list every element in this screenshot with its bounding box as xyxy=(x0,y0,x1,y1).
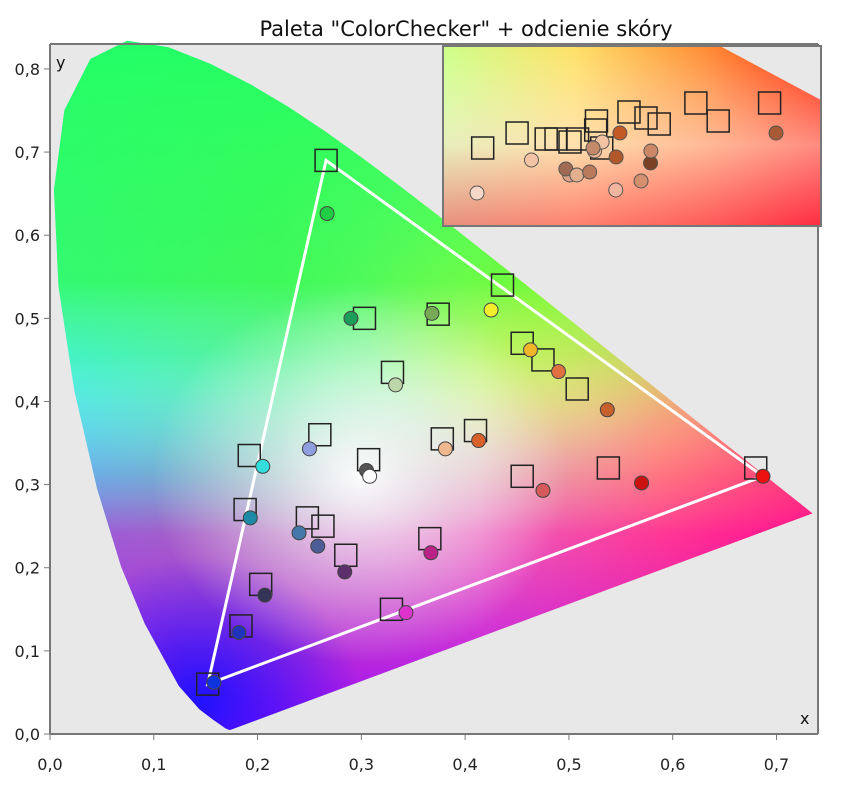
target-square xyxy=(510,464,534,489)
measured-point xyxy=(242,510,258,526)
measured-point xyxy=(343,310,359,326)
y-tick-label: 0,2 xyxy=(15,559,40,578)
measured-point xyxy=(301,441,317,457)
measured-point xyxy=(523,342,539,358)
measured-point xyxy=(362,468,378,484)
inset-target-square xyxy=(647,112,671,136)
measured-circles xyxy=(206,206,771,690)
y-tick-label: 0,8 xyxy=(15,60,40,79)
y-tick-label: 0,3 xyxy=(15,476,40,495)
inset-measured-circles xyxy=(469,125,784,201)
y-tick-label: 0,0 xyxy=(15,725,40,744)
inset-target-square xyxy=(584,109,609,133)
measured-point xyxy=(437,441,453,457)
x-tick-label: 0,4 xyxy=(452,755,477,774)
y-tick-label: 0,6 xyxy=(15,226,40,245)
y-tick-labels: 0,0 0,1 0,2 0,3 0,4 0,5 0,6 0,7 0,8 xyxy=(15,60,50,744)
measured-point xyxy=(255,458,271,474)
target-square xyxy=(490,273,515,297)
inset-measured-point xyxy=(643,143,659,159)
inset-target-square xyxy=(565,127,590,151)
inset-measured-point xyxy=(569,167,585,183)
measured-point xyxy=(551,364,567,380)
measured-point xyxy=(310,538,326,554)
x-tick-label: 0,3 xyxy=(349,755,374,774)
inset-measured-point xyxy=(608,149,624,165)
measured-point xyxy=(424,305,440,321)
measured-point xyxy=(206,674,222,690)
inset-target-square xyxy=(470,136,495,160)
inset-measured-point xyxy=(612,125,628,141)
inset-target-square xyxy=(558,130,582,154)
inset-measured-point xyxy=(768,125,784,141)
target-square xyxy=(531,348,555,372)
target-square xyxy=(311,514,335,538)
inset-target-square xyxy=(706,109,730,133)
x-tick-label: 0,1 xyxy=(141,755,166,774)
measured-point xyxy=(231,625,247,641)
inset-measured-point xyxy=(582,164,598,180)
measured-point xyxy=(423,545,439,561)
inset-measured-point xyxy=(523,152,539,168)
skin-tone-inset xyxy=(442,45,822,227)
inset-target-square xyxy=(684,91,708,115)
target-square xyxy=(295,506,320,530)
target-square xyxy=(743,456,768,480)
measured-point xyxy=(319,206,335,222)
target-square xyxy=(596,456,621,480)
y-tick-label: 0,4 xyxy=(15,392,40,411)
inset-measured-point xyxy=(633,173,649,189)
y-axis-label: y xyxy=(56,53,65,72)
x-tick-label: 0,7 xyxy=(764,755,789,774)
inset-measured-point xyxy=(585,140,601,156)
measured-point xyxy=(257,587,273,603)
inset-target-square xyxy=(505,121,529,145)
measured-gamut-triangle xyxy=(205,157,767,687)
x-tick-label: 0,0 xyxy=(37,755,62,774)
measured-point xyxy=(471,433,487,449)
target-square xyxy=(237,443,262,468)
measured-point xyxy=(535,482,551,498)
target-square xyxy=(308,422,332,447)
measured-point xyxy=(483,302,499,318)
y-tick-label: 0,5 xyxy=(15,309,40,328)
y-tick-label: 0,1 xyxy=(15,642,40,661)
x-axis-label: x xyxy=(800,709,809,728)
target-square xyxy=(314,148,338,173)
measured-point xyxy=(388,377,404,393)
inset-target-square xyxy=(617,100,641,124)
chart-title: Paleta "ColorChecker" + odcienie skóry xyxy=(259,17,672,41)
inset-measured-point xyxy=(608,182,624,198)
x-tick-label: 0,2 xyxy=(245,755,270,774)
measured-point xyxy=(599,402,615,418)
inset-target-square xyxy=(634,106,658,130)
measured-point xyxy=(291,525,307,541)
measured-point xyxy=(398,605,414,621)
y-tick-label: 0,7 xyxy=(15,143,40,162)
measured-point xyxy=(337,564,353,580)
target-square xyxy=(565,377,589,401)
inset-measured-point xyxy=(469,185,485,201)
measured-point xyxy=(634,475,650,491)
inset-target-square xyxy=(757,91,782,115)
x-tick-label: 0,5 xyxy=(556,755,581,774)
x-tick-labels: 0,0 0,1 0,2 0,3 0,4 0,5 0,6 0,7 xyxy=(37,734,789,774)
x-tick-label: 0,6 xyxy=(660,755,685,774)
measured-point xyxy=(755,468,771,484)
